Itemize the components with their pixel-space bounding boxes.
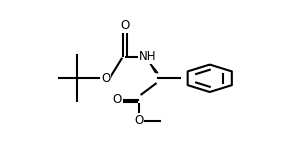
Text: NH: NH xyxy=(139,50,156,63)
Text: O: O xyxy=(101,72,110,85)
Text: O: O xyxy=(134,114,144,127)
Text: O: O xyxy=(112,93,122,106)
Text: O: O xyxy=(120,19,130,32)
Polygon shape xyxy=(149,62,158,73)
